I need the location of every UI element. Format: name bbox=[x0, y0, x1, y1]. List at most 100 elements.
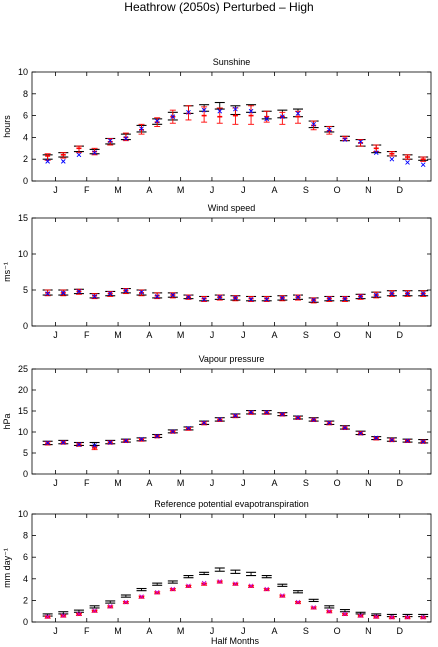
panel-title: Reference potential evapotranspiration bbox=[154, 499, 309, 509]
cross-marker bbox=[264, 409, 270, 415]
x-tick-label: M bbox=[177, 330, 185, 340]
cross-marker bbox=[358, 139, 363, 145]
cross-marker bbox=[45, 614, 50, 619]
cross-marker bbox=[420, 439, 426, 444]
x-tick-label: S bbox=[303, 626, 309, 636]
cross-marker bbox=[139, 126, 144, 131]
x-tick-label: M bbox=[114, 626, 122, 636]
cross-marker bbox=[264, 586, 270, 592]
cross-marker bbox=[60, 440, 66, 445]
cross-marker bbox=[326, 127, 332, 133]
y-tick-label: 2 bbox=[23, 154, 28, 164]
cross-marker bbox=[107, 138, 113, 143]
cross-marker bbox=[217, 417, 223, 422]
cross-marker bbox=[326, 420, 332, 426]
x-tick-label: A bbox=[146, 478, 152, 488]
cross-marker bbox=[154, 433, 160, 439]
cross-marker bbox=[326, 608, 332, 614]
x-tick-label: J bbox=[210, 330, 215, 340]
cross-marker bbox=[201, 420, 207, 426]
y-tick-label: 20 bbox=[18, 385, 28, 395]
cross-marker bbox=[280, 412, 285, 417]
figure-title: Heathrow (2050s) Perturbed – High bbox=[124, 0, 313, 14]
cross-marker bbox=[311, 297, 316, 303]
cross-marker bbox=[107, 440, 113, 445]
x-tick-label: J bbox=[53, 478, 58, 488]
cross-marker bbox=[233, 413, 238, 418]
x-tick-label: M bbox=[114, 478, 122, 488]
cross-marker bbox=[389, 614, 395, 620]
plot-frame bbox=[31, 513, 432, 623]
cross-marker bbox=[92, 150, 97, 155]
y-axis-label: hours bbox=[2, 115, 12, 138]
cross-marker bbox=[217, 294, 223, 300]
x-tick-label: S bbox=[303, 478, 309, 488]
y-tick-label: 8 bbox=[23, 89, 28, 99]
cross-marker bbox=[358, 613, 363, 618]
x-tick-label: A bbox=[146, 330, 152, 340]
cross-marker bbox=[92, 608, 97, 613]
cross-marker bbox=[358, 294, 363, 299]
y-tick-label: 6 bbox=[23, 552, 28, 562]
cross-marker bbox=[201, 107, 207, 113]
y-tick-label: 8 bbox=[23, 531, 28, 541]
x-tick-label: M bbox=[114, 185, 122, 195]
x-tick-label: M bbox=[177, 626, 185, 636]
cross-marker bbox=[217, 108, 223, 114]
cross-marker bbox=[201, 297, 207, 302]
cross-marker bbox=[326, 296, 332, 301]
cross-marker bbox=[342, 425, 348, 431]
x-tick-label: J bbox=[210, 185, 215, 195]
x-tick-label: M bbox=[177, 185, 185, 195]
cross-marker bbox=[389, 437, 395, 443]
y-tick-label: 4 bbox=[23, 132, 28, 142]
cross-marker bbox=[60, 613, 66, 618]
cross-marker bbox=[373, 150, 379, 155]
x-tick-label: J bbox=[53, 330, 58, 340]
cross-marker bbox=[170, 586, 176, 592]
cross-marker bbox=[389, 156, 395, 162]
x-tick-label: S bbox=[303, 185, 309, 195]
y-tick-label: 0 bbox=[23, 176, 28, 186]
x-tick-label: O bbox=[334, 185, 341, 195]
x-tick-label: J bbox=[53, 185, 58, 195]
y-axis-label: ms⁻¹ bbox=[2, 262, 12, 282]
x-tick-label: A bbox=[146, 626, 152, 636]
x-tick-label: F bbox=[84, 478, 90, 488]
cross-marker bbox=[405, 438, 410, 444]
x-tick-label: N bbox=[365, 478, 372, 488]
cross-marker bbox=[295, 415, 301, 421]
x-tick-label: F bbox=[84, 330, 90, 340]
x-tick-label: O bbox=[334, 330, 341, 340]
x-tick-label: D bbox=[396, 330, 403, 340]
cross-marker bbox=[76, 289, 82, 294]
cross-marker bbox=[233, 295, 238, 301]
x-tick-label: N bbox=[365, 626, 372, 636]
cross-marker bbox=[60, 159, 66, 164]
x-tick-label: A bbox=[272, 330, 278, 340]
cross-marker bbox=[123, 438, 129, 444]
y-tick-label: 5 bbox=[23, 285, 28, 295]
cross-marker bbox=[154, 294, 160, 299]
x-tick-label: M bbox=[114, 330, 122, 340]
x-tick-label: A bbox=[272, 626, 278, 636]
cross-marker bbox=[123, 599, 129, 605]
cross-marker bbox=[248, 297, 254, 302]
plot-frame bbox=[31, 368, 432, 475]
cross-marker bbox=[311, 122, 316, 127]
y-axis-label: mm day⁻¹ bbox=[2, 548, 12, 588]
x-tick-label: J bbox=[241, 478, 246, 488]
panel-title: Vapour pressure bbox=[199, 354, 265, 364]
cross-marker bbox=[201, 580, 207, 586]
y-tick-label: 10 bbox=[18, 509, 28, 519]
y-tick-label: 2 bbox=[23, 595, 28, 605]
cross-marker bbox=[389, 291, 395, 296]
x-tick-label: S bbox=[303, 330, 309, 340]
cross-marker bbox=[311, 417, 316, 423]
cross-marker bbox=[76, 611, 82, 617]
cross-marker bbox=[405, 160, 410, 165]
x-axis-label: Half Months bbox=[211, 636, 260, 646]
y-tick-label: 6 bbox=[23, 111, 28, 121]
cross-marker bbox=[311, 605, 316, 610]
